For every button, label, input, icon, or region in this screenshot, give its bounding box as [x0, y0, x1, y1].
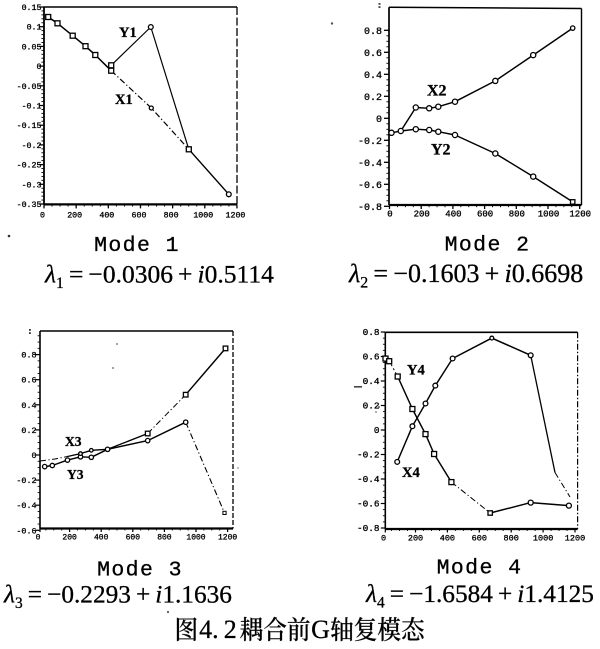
svg-text:0.6: 0.6: [363, 352, 380, 363]
svg-text:0: 0: [381, 534, 386, 544]
svg-text:0: 0: [36, 534, 41, 543]
svg-text:0.4: 0.4: [364, 71, 382, 82]
svg-text:-0.2: -0.2: [16, 476, 36, 486]
svg-text:0.8: 0.8: [21, 351, 36, 361]
svg-text:4. 2: 4. 2: [199, 615, 237, 644]
svg-text:0: 0: [31, 451, 36, 461]
svg-text:800: 800: [509, 210, 525, 220]
svg-text:λ4 = −1.6584 + i1.4125: λ4 = −1.6584 + i1.4125: [365, 580, 594, 612]
svg-text:200: 200: [62, 534, 77, 543]
svg-text:1000: 1000: [538, 210, 560, 220]
svg-text:0: 0: [40, 212, 45, 221]
svg-text:1200: 1200: [225, 212, 245, 221]
svg-text:0.4: 0.4: [21, 401, 36, 411]
svg-text:X4: X4: [402, 465, 420, 481]
svg-text:X2: X2: [427, 83, 447, 100]
svg-text:0.8: 0.8: [364, 27, 382, 38]
svg-text:-0.2: -0.2: [358, 137, 382, 148]
svg-text:0.05: 0.05: [22, 43, 42, 52]
svg-text:1000: 1000: [186, 534, 205, 543]
svg-text:-0.2: -0.2: [22, 142, 42, 151]
svg-text:-0.4: -0.4: [16, 501, 36, 511]
svg-text:0: 0: [376, 115, 382, 126]
svg-text:1000: 1000: [193, 212, 213, 221]
svg-text:600: 600: [132, 212, 147, 221]
svg-text:0.2: 0.2: [21, 426, 36, 436]
svg-text:600: 600: [472, 534, 487, 544]
svg-text:-0.3: -0.3: [22, 181, 42, 190]
svg-text:0.2: 0.2: [363, 401, 380, 412]
svg-text:Y1: Y1: [119, 25, 137, 41]
svg-text:-0.05: -0.05: [17, 83, 42, 92]
svg-text:0.2: 0.2: [364, 93, 382, 104]
svg-text:800: 800: [157, 534, 172, 543]
svg-text:400: 400: [94, 534, 109, 543]
svg-text:-0.4: -0.4: [357, 474, 380, 485]
svg-text:-0.8: -0.8: [358, 203, 382, 214]
svg-text:λ2 = −0.1603 + i0.6698: λ2 = −0.1603 + i0.6698: [348, 259, 583, 292]
svg-text:1200: 1200: [565, 534, 585, 544]
svg-text:-0.25: -0.25: [17, 162, 42, 171]
svg-text:0: 0: [387, 210, 392, 220]
svg-text:Mode 2: Mode 2: [445, 234, 531, 258]
svg-text:-0.15: -0.15: [17, 122, 42, 131]
svg-text:600: 600: [126, 534, 141, 543]
svg-text:λ3 = −0.2293 + i1.1636: λ3 = −0.2293 + i1.1636: [3, 581, 232, 613]
svg-text:0.15: 0.15: [22, 4, 42, 13]
svg-text:G: G: [311, 615, 330, 644]
svg-text:X1: X1: [115, 92, 133, 108]
svg-text:-0.2: -0.2: [357, 450, 380, 461]
svg-text:-0.1: -0.1: [22, 103, 42, 112]
svg-text:0: 0: [374, 425, 380, 436]
svg-text:Y4: Y4: [407, 363, 425, 379]
svg-text:-0.35: -0.35: [17, 201, 42, 210]
svg-text:λ1 = −0.0306 + i0.5114: λ1 = −0.0306 + i0.5114: [44, 260, 274, 293]
svg-text:-0.6: -0.6: [358, 181, 382, 192]
svg-text:200: 200: [414, 210, 430, 220]
svg-text:0.8: 0.8: [363, 327, 380, 338]
svg-text:200: 200: [67, 212, 82, 221]
svg-text:1000: 1000: [533, 534, 553, 544]
svg-text:1200: 1200: [218, 534, 237, 543]
svg-text:-0.6: -0.6: [357, 499, 380, 510]
svg-text:0.6: 0.6: [21, 376, 36, 386]
svg-text:0.4: 0.4: [363, 376, 380, 387]
svg-text:-0.4: -0.4: [358, 159, 382, 170]
svg-text:200: 200: [408, 534, 423, 544]
svg-text:-0.8: -0.8: [357, 523, 380, 534]
svg-text:Y3: Y3: [67, 467, 84, 482]
svg-text:400: 400: [99, 212, 114, 221]
svg-text:0: 0: [37, 63, 42, 72]
svg-text:Y2: Y2: [431, 142, 451, 159]
svg-text:600: 600: [477, 210, 493, 220]
svg-text:0.6: 0.6: [364, 49, 382, 60]
svg-text:800: 800: [504, 534, 519, 544]
svg-text:Mode 1: Mode 1: [94, 234, 180, 258]
svg-text:Mode 4: Mode 4: [437, 557, 523, 581]
svg-text:Mode 3: Mode 3: [97, 559, 183, 583]
svg-text:-0.6: -0.6: [16, 526, 36, 536]
svg-text:1200: 1200: [569, 210, 591, 220]
svg-text:400: 400: [445, 210, 461, 220]
svg-text:0.1: 0.1: [27, 24, 42, 33]
svg-text:800: 800: [164, 212, 179, 221]
svg-text:400: 400: [440, 534, 455, 544]
svg-text:X3: X3: [65, 434, 82, 449]
